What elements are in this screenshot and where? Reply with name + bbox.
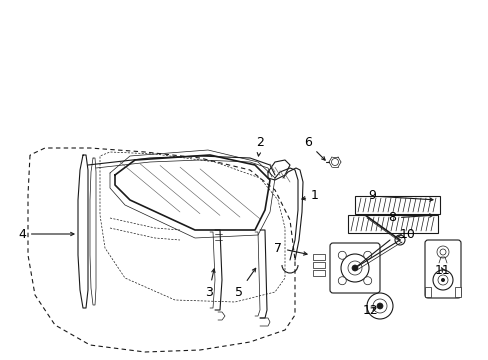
Text: 5: 5 (235, 268, 255, 298)
Text: 4: 4 (18, 228, 74, 240)
Circle shape (363, 277, 371, 285)
Circle shape (440, 278, 444, 282)
Circle shape (338, 277, 346, 285)
Text: 3: 3 (204, 269, 215, 298)
FancyBboxPatch shape (329, 243, 379, 293)
Bar (312, 254, 325, 260)
Circle shape (366, 293, 392, 319)
Circle shape (363, 251, 371, 259)
Circle shape (436, 246, 448, 258)
Text: 9: 9 (367, 189, 432, 202)
Circle shape (394, 235, 404, 245)
Text: 1: 1 (301, 189, 318, 202)
Bar (354, 196, 439, 214)
Bar (424, 287, 430, 297)
Text: 8: 8 (387, 211, 432, 225)
Bar (347, 215, 437, 233)
Circle shape (351, 265, 357, 271)
Text: 2: 2 (256, 136, 264, 156)
Text: 6: 6 (304, 136, 325, 160)
Bar (312, 262, 325, 268)
Text: 12: 12 (363, 303, 378, 316)
Text: 7: 7 (273, 242, 306, 255)
Text: 11: 11 (434, 264, 450, 276)
Circle shape (376, 303, 382, 309)
Circle shape (338, 251, 346, 259)
Circle shape (432, 270, 452, 290)
Bar (312, 270, 325, 276)
FancyBboxPatch shape (424, 240, 460, 298)
Circle shape (340, 254, 368, 282)
Bar (454, 287, 460, 297)
Text: 10: 10 (396, 229, 415, 242)
